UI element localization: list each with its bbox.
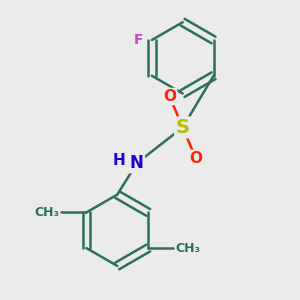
Text: S: S	[176, 118, 190, 137]
Text: F: F	[134, 33, 143, 47]
Text: CH₃: CH₃	[176, 242, 200, 255]
Text: CH₃: CH₃	[34, 206, 59, 219]
Text: O: O	[163, 89, 176, 104]
Text: O: O	[189, 151, 202, 166]
Text: H: H	[113, 153, 125, 168]
Text: N: N	[130, 154, 144, 172]
